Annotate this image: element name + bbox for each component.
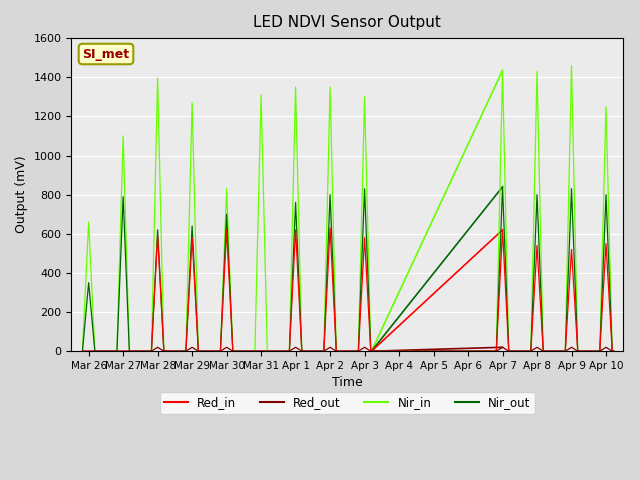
Red_out [79,348,86,354]
Nir_in [334,348,342,354]
Nir_in [148,348,156,354]
Legend: Red_in, Red_out, Nir_in, Nir_out: Red_in, Red_out, Nir_in, Nir_out [159,392,535,414]
Nir_out [334,348,342,354]
Red_in [79,348,86,354]
Nir_out [148,348,156,354]
Red_in [326,225,334,231]
Red_out [389,348,397,354]
Red_in [429,348,437,354]
Nir_out [298,348,306,354]
Red_out [429,348,437,354]
Nir_in [79,348,86,354]
Nir_out [499,184,506,190]
Line: Nir_in: Nir_in [83,65,614,351]
Red_out [148,348,156,354]
Red_in [436,348,444,354]
Nir_in [298,348,306,354]
Red_in [148,348,156,354]
Red_out [610,348,618,354]
Red_out [300,348,307,354]
Red_in [355,348,362,354]
Nir_in [424,348,431,354]
Nir_out [79,348,86,354]
Nir_out [610,348,618,354]
X-axis label: Time: Time [332,376,363,389]
Red_out [355,348,362,354]
Nir_in [429,348,437,354]
Title: LED NDVI Sensor Output: LED NDVI Sensor Output [253,15,441,30]
Red_out [436,348,444,354]
Red_in [298,348,306,354]
Nir_in [568,62,575,68]
Red_out [154,344,161,350]
Text: SI_met: SI_met [83,48,129,60]
Nir_out [424,348,431,354]
Line: Nir_out: Nir_out [83,187,614,351]
Nir_out [369,348,376,354]
Nir_in [369,348,376,354]
Red_in [389,348,397,354]
Y-axis label: Output (mV): Output (mV) [15,156,28,233]
Red_in [610,348,618,354]
Nir_out [429,348,437,354]
Line: Red_out: Red_out [83,347,614,351]
Nir_in [610,348,618,354]
Line: Red_in: Red_in [83,228,614,351]
